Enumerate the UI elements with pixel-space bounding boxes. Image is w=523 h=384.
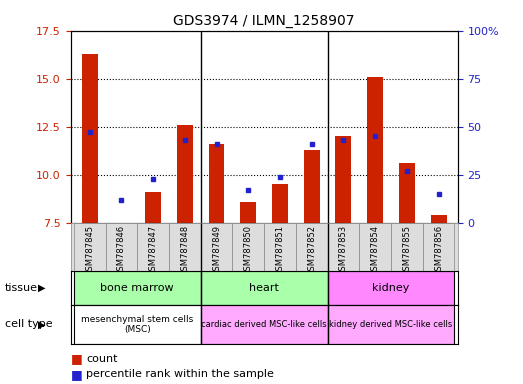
- Text: cardiac derived MSC-like cells: cardiac derived MSC-like cells: [201, 320, 327, 329]
- Bar: [327, 223, 359, 271]
- Text: mesenchymal stem cells
(MSC): mesenchymal stem cells (MSC): [81, 315, 194, 334]
- Text: kidney: kidney: [372, 283, 410, 293]
- Bar: [296, 223, 327, 271]
- Bar: [335, 136, 351, 223]
- Bar: [177, 125, 193, 223]
- Title: GDS3974 / ILMN_1258907: GDS3974 / ILMN_1258907: [173, 14, 355, 28]
- Text: ▶: ▶: [38, 283, 45, 293]
- Text: GSM787851: GSM787851: [276, 225, 285, 276]
- Text: ■: ■: [71, 368, 82, 381]
- Bar: [367, 77, 383, 223]
- Bar: [399, 163, 415, 223]
- Text: GSM787852: GSM787852: [307, 225, 316, 276]
- Text: bone marrow: bone marrow: [100, 283, 174, 293]
- Bar: [272, 184, 288, 223]
- Bar: [74, 271, 201, 305]
- Text: cell type: cell type: [5, 319, 53, 329]
- Bar: [201, 271, 327, 305]
- Text: GSM787846: GSM787846: [117, 225, 126, 276]
- Bar: [241, 202, 256, 223]
- Bar: [264, 223, 296, 271]
- Text: GSM787848: GSM787848: [180, 225, 189, 276]
- Bar: [145, 192, 161, 223]
- Bar: [201, 223, 232, 271]
- Text: GSM787845: GSM787845: [85, 225, 94, 276]
- Text: GSM787850: GSM787850: [244, 225, 253, 276]
- Text: count: count: [86, 354, 118, 364]
- Bar: [232, 223, 264, 271]
- Text: ■: ■: [71, 353, 82, 366]
- Bar: [359, 223, 391, 271]
- Bar: [391, 223, 423, 271]
- Text: GSM787855: GSM787855: [402, 225, 412, 276]
- Bar: [201, 305, 327, 344]
- Text: tissue: tissue: [5, 283, 38, 293]
- Text: GSM787849: GSM787849: [212, 225, 221, 276]
- Text: GSM787854: GSM787854: [371, 225, 380, 276]
- Text: heart: heart: [249, 283, 279, 293]
- Bar: [74, 305, 201, 344]
- Text: GSM787853: GSM787853: [339, 225, 348, 276]
- Bar: [327, 271, 454, 305]
- Bar: [74, 223, 106, 271]
- Text: GSM787847: GSM787847: [149, 225, 157, 276]
- Bar: [106, 223, 137, 271]
- Bar: [423, 223, 454, 271]
- Bar: [209, 144, 224, 223]
- Bar: [304, 150, 320, 223]
- Text: percentile rank within the sample: percentile rank within the sample: [86, 369, 274, 379]
- Bar: [169, 223, 201, 271]
- Text: ▶: ▶: [38, 319, 45, 329]
- Text: GSM787856: GSM787856: [434, 225, 443, 276]
- Bar: [430, 215, 447, 223]
- Bar: [327, 305, 454, 344]
- Bar: [82, 54, 98, 223]
- Text: kidney derived MSC-like cells: kidney derived MSC-like cells: [329, 320, 452, 329]
- Bar: [137, 223, 169, 271]
